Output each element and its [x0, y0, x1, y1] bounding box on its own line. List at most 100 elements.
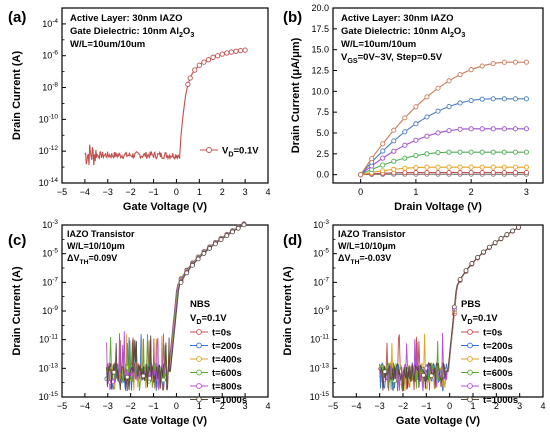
data-point	[224, 233, 230, 239]
data-point	[468, 170, 474, 176]
data-point	[241, 222, 247, 228]
data-point	[479, 164, 485, 170]
y-tick-label: 12.5	[311, 66, 329, 76]
data-point	[457, 149, 463, 155]
text-span: 10	[39, 146, 49, 156]
y-tick-label: 10-11	[39, 334, 58, 345]
text-span: Gate Dielectric: 10nm	[341, 26, 440, 37]
x-tick-label: −3	[103, 401, 113, 411]
y-tick-label: 10-5	[313, 248, 329, 259]
text-span: 10	[39, 178, 49, 188]
legend-label: t=600s	[483, 368, 513, 379]
legend-label: t=1000s	[483, 395, 518, 406]
text-span: TH	[350, 259, 359, 266]
text-span: 10	[42, 83, 52, 93]
data-point	[468, 126, 474, 132]
x-tick-label: 1	[470, 401, 475, 411]
text-span: V	[341, 52, 348, 63]
series-line-vgs-2	[360, 166, 527, 176]
legend-condition: VD=0.1V	[190, 313, 227, 326]
data-point	[435, 130, 441, 136]
data-point	[212, 241, 218, 247]
y-tick-label: 5.0	[316, 128, 329, 138]
text-span: ΔV	[67, 253, 79, 263]
data-point	[185, 81, 191, 88]
text-span: -14	[49, 177, 59, 184]
x-tick-label: 2	[469, 187, 474, 197]
data-point	[235, 225, 241, 231]
data-point	[210, 54, 216, 60]
text-span: W/L=10um/10um	[70, 39, 145, 50]
data-point	[201, 251, 207, 256]
data-point	[512, 59, 518, 65]
x-tick-label: −1	[148, 401, 158, 411]
text-span: TH	[79, 259, 88, 266]
y-tick-label: 10-12	[39, 145, 59, 156]
text-span: -15	[320, 391, 330, 398]
text-span: 3	[461, 31, 465, 39]
data-point	[469, 261, 475, 266]
data-point	[237, 47, 244, 54]
data-point	[140, 373, 146, 379]
text-span: D	[467, 318, 472, 326]
text-span: O	[183, 26, 190, 37]
text-span: =0.1V	[233, 146, 259, 157]
x-tick-label: −4	[351, 401, 361, 411]
legend-marker	[467, 342, 473, 349]
annotation: Active Layer: 30nm IAZO	[341, 13, 453, 24]
data-point	[402, 155, 408, 161]
text-span: =0.1V	[472, 313, 498, 324]
legend-title: NBS	[190, 299, 210, 310]
text-span: -9	[323, 305, 329, 312]
data-point	[501, 96, 507, 102]
text-span: -13	[320, 362, 330, 369]
legend-marker	[467, 329, 473, 335]
data-point	[228, 49, 235, 55]
data-point	[391, 127, 397, 133]
text-span: NBS	[190, 299, 210, 310]
data-point	[184, 270, 190, 276]
text-span: W/L=10/10μm	[67, 241, 125, 251]
data-point	[490, 164, 496, 170]
data-point	[479, 63, 485, 69]
data-point	[446, 78, 452, 84]
x-axis-label: Drain Voltage (V)	[394, 201, 482, 213]
x-tick-label: −1	[421, 401, 431, 411]
data-point	[424, 133, 430, 139]
annotation: IAZO Transistor	[338, 229, 406, 239]
panel-3: (d)−5 −4 −3 −2 −1 0 1 2 3 410-1510-1310-1110-910-…	[282, 219, 546, 427]
legend-marker	[467, 369, 473, 376]
data-point	[391, 138, 397, 144]
data-point	[428, 373, 434, 379]
text-span: 10	[39, 114, 49, 124]
x-tick-label: −1	[148, 187, 158, 197]
y-tick-label: 10-7	[42, 276, 58, 287]
data-point	[523, 170, 529, 176]
y-tick-label: 10-10	[39, 113, 59, 124]
data-point	[457, 170, 463, 176]
text-span: Al	[169, 26, 179, 37]
text-span: -5	[52, 248, 58, 255]
text-span: -8	[52, 82, 58, 89]
data-point	[457, 164, 463, 170]
data-point	[501, 149, 507, 155]
legend-marker	[206, 147, 212, 153]
text-span: -7	[52, 276, 58, 283]
data-point	[192, 67, 198, 73]
data-point	[435, 85, 441, 91]
data-point	[233, 48, 239, 54]
x-tick-label: 3	[243, 187, 248, 197]
data-point	[446, 170, 452, 176]
data-point	[369, 156, 375, 162]
text-span: 10	[313, 306, 323, 316]
x-tick-label: 0	[447, 401, 452, 411]
data-point	[111, 369, 117, 375]
text-span: D	[196, 318, 201, 326]
data-point	[380, 168, 386, 174]
panel-1: (b)0 1 2 30.02.55.07.510.012.515.017.520.0D…	[283, 3, 544, 213]
text-span: O	[454, 26, 461, 37]
text-span: -3	[52, 219, 58, 226]
x-tick-label: −3	[375, 401, 385, 411]
data-point	[380, 141, 386, 147]
